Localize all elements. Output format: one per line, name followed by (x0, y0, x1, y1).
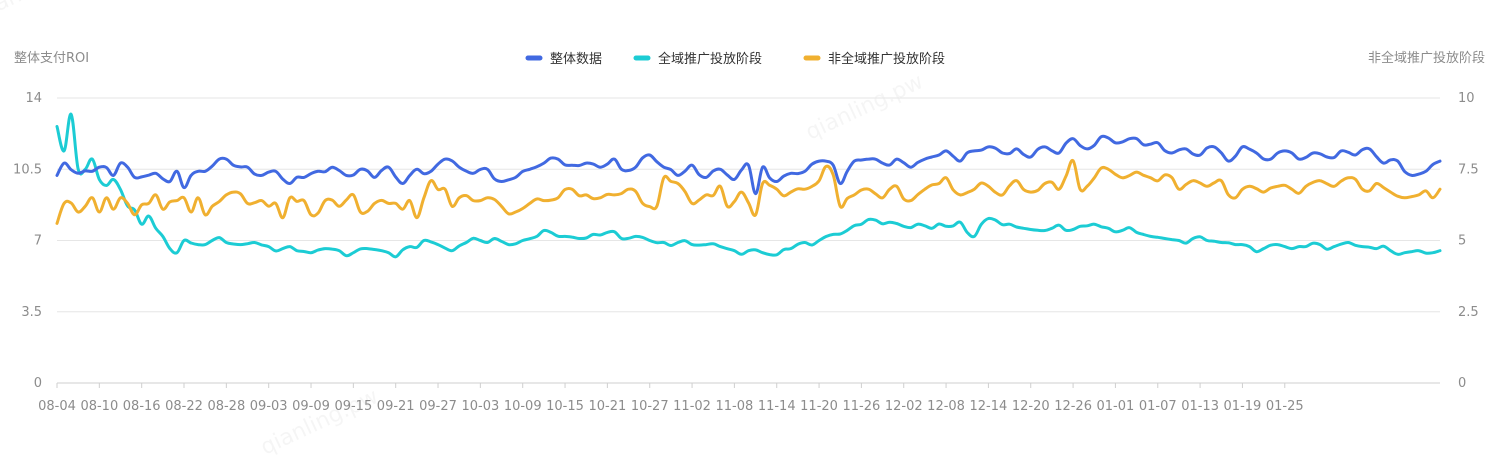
series-lines (55, 112, 1442, 259)
y-left-tick-label: 3.5 (21, 305, 42, 320)
watermark-3: qianling.pw (257, 384, 382, 460)
x-tick-label: 10-15 (546, 399, 584, 414)
y-right-axis-title: 非全域推广投放阶段 (1368, 50, 1485, 66)
x-tick-label: 11-08 (715, 399, 753, 414)
x-tick-label: 11-26 (843, 399, 881, 414)
y-left-tick-label: 10.5 (13, 162, 42, 177)
x-tick-label: 10-21 (588, 399, 626, 414)
series-line-2 (55, 112, 1442, 259)
legend-label: 全域推广投放阶段 (658, 51, 762, 67)
x-tick-label: 08-16 (123, 399, 161, 414)
x-tick-label: 12-02 (885, 399, 923, 414)
x-tick-label: 09-15 (334, 399, 372, 414)
x-tick-label: 08-28 (207, 399, 245, 414)
x-tick-label: 09-09 (292, 399, 330, 414)
x-tick-label: 09-03 (250, 399, 288, 414)
x-tick-label: 10-03 (461, 399, 499, 414)
x-tick-label: 10-27 (631, 399, 669, 414)
y-right-tick-label: 2.5 (1458, 305, 1479, 320)
x-tick-label: 11-20 (800, 399, 838, 414)
x-tick-label: 01-13 (1181, 399, 1219, 414)
x-tick-label: 01-19 (1224, 399, 1262, 414)
y-right-tick-label: 10 (1458, 91, 1475, 106)
x-tick-label: 01-07 (1139, 399, 1177, 414)
y-right-axis: 0 2.5 5 7.5 10 (1458, 91, 1479, 391)
x-tick-label: 12-20 (1012, 399, 1050, 414)
x-tick-label: 12-14 (970, 399, 1008, 414)
y-right-tick-label: 5 (1458, 234, 1466, 249)
chart-legend: 整体数据 全域推广投放阶段 非全域推广投放阶段 (525, 51, 945, 67)
watermark-1: qianling.pw (0, 0, 97, 25)
x-tick-label: 09-21 (377, 399, 415, 414)
y-left-axis: 0 3.5 7 10.5 14 (13, 91, 42, 391)
legend-label: 整体数据 (550, 52, 602, 67)
y-left-tick-label: 14 (25, 91, 42, 106)
x-tick-label: 09-27 (419, 399, 457, 414)
x-tick-label: 11-02 (673, 399, 711, 414)
x-tick-label: 11-14 (758, 399, 796, 414)
x-tick-label: 10-09 (504, 399, 542, 414)
x-tick-label: 12-08 (927, 399, 965, 414)
x-tick-label: 01-25 (1266, 399, 1304, 414)
y-left-axis-title: 整体支付ROI (14, 51, 89, 66)
x-tick-label: 12-26 (1054, 399, 1092, 414)
x-tick-label: 08-10 (80, 399, 118, 414)
x-tick-label: 08-04 (38, 399, 76, 414)
series-line-1 (55, 134, 1442, 196)
series-line-3 (55, 158, 1442, 225)
watermark-2: qianling.pw (802, 69, 927, 145)
y-left-tick-label: 0 (34, 376, 42, 391)
y-right-tick-label: 7.5 (1458, 162, 1479, 177)
x-tick-label: 01-01 (1097, 399, 1135, 414)
y-right-tick-label: 0 (1458, 376, 1466, 391)
grid-lines (57, 97, 1440, 384)
y-left-tick-label: 7 (34, 234, 42, 249)
legend-label: 非全域推广投放阶段 (828, 51, 945, 67)
x-tick-label: 08-22 (165, 399, 203, 414)
x-axis: 08-04 08-10 08-16 08-22 08-28 09-03 09-09 09-15… (38, 383, 1304, 414)
